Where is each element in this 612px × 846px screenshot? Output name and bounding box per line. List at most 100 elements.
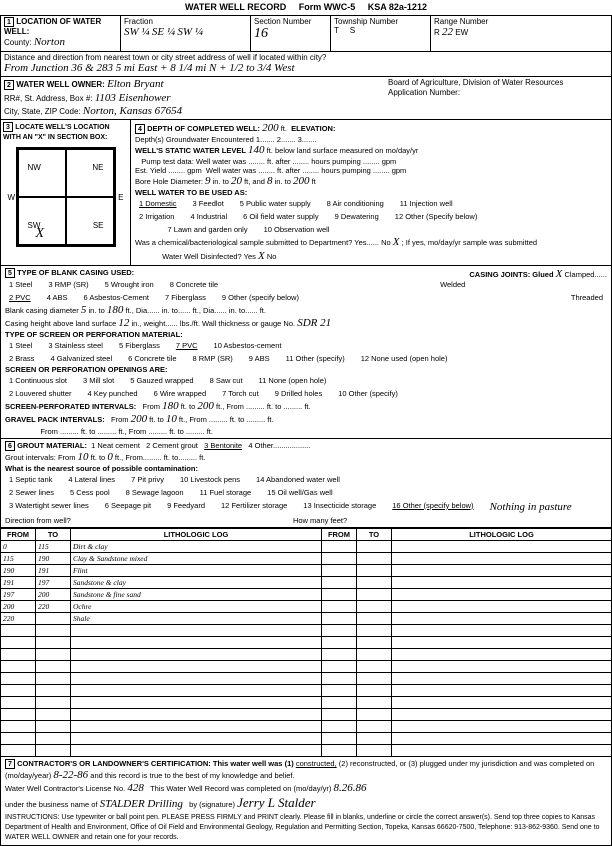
cell-log xyxy=(71,637,322,649)
pump-label: Pump test data: xyxy=(141,157,194,166)
g2: 2 Cement grout xyxy=(146,441,198,450)
use-6: 6 Oil field water supply xyxy=(243,212,318,221)
sec4-num: 4 xyxy=(135,124,145,134)
bus-label: under the business name of xyxy=(5,800,98,809)
cell-from: 200 xyxy=(1,601,36,613)
section-3: 3 LOCATE WELL'S LOCATION WITH AN "X" IN … xyxy=(1,120,131,265)
use-12: 12 Other (Specify below) xyxy=(395,212,478,221)
section-x-mark: X xyxy=(36,226,45,243)
joints-clamp: Clamped xyxy=(564,270,594,279)
th-log-2: LITHOLOGIC LOG xyxy=(391,529,611,541)
cell-log xyxy=(71,673,322,685)
cell-from-2 xyxy=(321,613,356,625)
cell-from xyxy=(1,709,36,721)
table-row xyxy=(1,637,612,649)
s6: 6 Concrete tile xyxy=(128,354,176,363)
height-val: 12 xyxy=(118,317,129,329)
table-row: 115190Clay & Sandstone mixed xyxy=(1,553,612,565)
section-2: 2 WATER WELL OWNER: Elton Bryant RR#, St… xyxy=(0,77,612,120)
o1: 1 Continuous slot xyxy=(9,376,67,385)
cell-to: 197 xyxy=(36,577,71,589)
g4: 4 Other xyxy=(248,441,273,450)
section-5: 5 TYPE OF BLANK CASING USED: CASING JOIN… xyxy=(0,266,612,439)
p6: 6 Seepage pit xyxy=(105,501,151,514)
p3: 3 Watertight sewer lines xyxy=(9,501,89,514)
cell-from xyxy=(1,745,36,757)
cell-log xyxy=(71,625,322,637)
gt: 0 xyxy=(107,451,113,463)
p4: 4 Lateral lines xyxy=(68,475,115,484)
county-label: County: xyxy=(4,38,32,47)
cell-from xyxy=(1,649,36,661)
s7: 7 PVC xyxy=(176,341,198,350)
cell-from-2 xyxy=(321,577,356,589)
e-label: E xyxy=(118,193,123,203)
distance-value: From Junction 36 & 283 5 mi East + 8 1/4… xyxy=(4,62,295,74)
cell-log-2 xyxy=(391,709,611,721)
cell-from xyxy=(1,733,36,745)
fraction-2: SE ¼ xyxy=(152,26,175,38)
c7: 7 Fiberglass xyxy=(165,293,206,302)
form-title: WATER WELL RECORD xyxy=(185,2,286,12)
int1t: 200 xyxy=(197,400,214,412)
gw-label: Depth(s) Groundwater Encountered xyxy=(135,135,254,144)
bore-in-to: in. to xyxy=(275,177,291,186)
sec5-num: 5 xyxy=(5,268,15,278)
p12: 12 Fertilizer storage xyxy=(221,501,287,514)
form-header: WATER WELL RECORD Form WWC-5 KSA 82a-121… xyxy=(0,0,612,15)
cell-to-2 xyxy=(356,721,391,733)
section-4: 4 DEPTH OF COMPLETED WELL: 200 ft. ELEVA… xyxy=(131,120,611,265)
static-label: WELL'S STATIC WATER LEVEL xyxy=(135,146,246,155)
sig-label: by (signature) xyxy=(189,800,235,809)
s3: 3 Stainless steel xyxy=(48,341,103,350)
grout-int-label: Grout intervals: xyxy=(5,453,56,462)
s12: 12 None used (open hole) xyxy=(361,354,448,363)
th-to-2: TO xyxy=(356,529,391,541)
well-water-was-1: Well water was xyxy=(196,157,246,166)
table-row: 190191Flint xyxy=(1,565,612,577)
o8: 8 Saw cut xyxy=(210,376,243,385)
cell-from-2 xyxy=(321,685,356,697)
table-row xyxy=(1,721,612,733)
p9: 9 Feedyard xyxy=(167,501,205,514)
cell-to: 200 xyxy=(36,589,71,601)
cell-from: 0 xyxy=(1,541,36,553)
cell-log: Sandstone & fine sand xyxy=(71,589,322,601)
static-after: ft. below land surface measured on mo/da… xyxy=(267,146,419,155)
c3: 3 RMP (SR) xyxy=(48,280,88,289)
cell-from xyxy=(1,721,36,733)
contam-other: Nothing in pasture xyxy=(490,501,572,514)
p2: 2 Sewer lines xyxy=(9,488,54,497)
gpm-3: gpm xyxy=(392,166,407,175)
c9: 9 Other (specify below) xyxy=(222,293,299,302)
cell-log-2 xyxy=(391,697,611,709)
cell-to xyxy=(36,661,71,673)
table-row: 220Shale xyxy=(1,613,612,625)
use-10: 10 Observation well xyxy=(264,225,330,234)
cell-to: 190 xyxy=(36,553,71,565)
table-row xyxy=(1,709,612,721)
c8: 8 Concrete tile xyxy=(170,280,218,289)
w-label: W xyxy=(8,193,16,203)
blank-in3: in. to xyxy=(229,306,245,315)
cell-log-2 xyxy=(391,601,611,613)
p7: 7 Pit privy xyxy=(131,475,164,484)
ft-after-2: ft. after xyxy=(277,166,300,175)
cell-log: Clay & Sandstone mixed xyxy=(71,553,322,565)
th-log-1: LITHOLOGIC LOG xyxy=(71,529,322,541)
cell-to-2 xyxy=(356,613,391,625)
gw2: 2. xyxy=(277,135,283,144)
cell-to-2 xyxy=(356,589,391,601)
th-from-1: FROM xyxy=(1,529,36,541)
section-1: 1 LOCATION OF WATER WELL: County: Norton… xyxy=(0,15,612,78)
gf: 10 xyxy=(78,451,89,463)
s10: 10 Asbestos-cement xyxy=(214,341,282,350)
bore-label: Bore Hole Diameter: xyxy=(135,177,203,186)
addr-label: RR#, St. Address, Box #: xyxy=(4,94,92,103)
sec3-heading: LOCATE WELL'S LOCATION WITH AN "X" IN SE… xyxy=(3,124,110,141)
use-8: 8 Air conditioning xyxy=(327,199,384,208)
hours-pumping-1: hours pumping xyxy=(311,157,361,166)
blank-in2: in. to xyxy=(162,306,178,315)
p15: 15 Oil well/Gas well xyxy=(267,488,332,497)
cell-log-2 xyxy=(391,721,611,733)
